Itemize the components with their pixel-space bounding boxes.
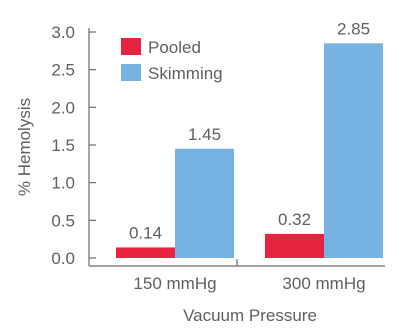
- data-label-pooled-2: 0.32: [278, 210, 311, 229]
- x-axis-ticks: 150 mmHg 300 mmHg: [133, 274, 365, 293]
- y-tick-label: 0.0: [51, 249, 75, 268]
- legend-label-skimming: Skimming: [148, 64, 223, 83]
- bar-skimming-1: [175, 148, 234, 258]
- y-tick-label: 0.5: [51, 211, 75, 230]
- data-labels: 0.14 1.45 0.32 2.85: [129, 19, 370, 242]
- y-axis-ticks: 0.0 0.5 1.0 1.5 2.0 2.5 3.0: [51, 23, 96, 268]
- bar-pooled-1: [116, 247, 175, 258]
- bar-skimming-2: [324, 43, 383, 258]
- data-label-pooled-1: 0.14: [129, 223, 162, 242]
- bar-pooled-2: [265, 233, 324, 258]
- data-label-skimming-1: 1.45: [188, 125, 221, 144]
- x-axis-label: Vacuum Pressure: [183, 306, 317, 325]
- y-tick-label: 2.5: [51, 61, 75, 80]
- legend: Pooled Skimming: [121, 38, 223, 83]
- legend-swatch-skimming: [121, 64, 141, 81]
- x-tick-label: 300 mmHg: [282, 274, 365, 293]
- y-tick-label: 1.5: [51, 136, 75, 155]
- data-label-skimming-2: 2.85: [337, 19, 370, 38]
- axes: [88, 28, 385, 267]
- y-tick-label: 1.0: [51, 174, 75, 193]
- legend-swatch-pooled: [121, 38, 141, 55]
- bars: [116, 43, 383, 258]
- x-tick-label: 150 mmHg: [133, 274, 216, 293]
- y-tick-label: 2.0: [51, 98, 75, 117]
- legend-label-pooled: Pooled: [148, 38, 201, 57]
- y-axis-label: % Hemolysis: [15, 98, 34, 196]
- y-tick-label: 3.0: [51, 23, 75, 42]
